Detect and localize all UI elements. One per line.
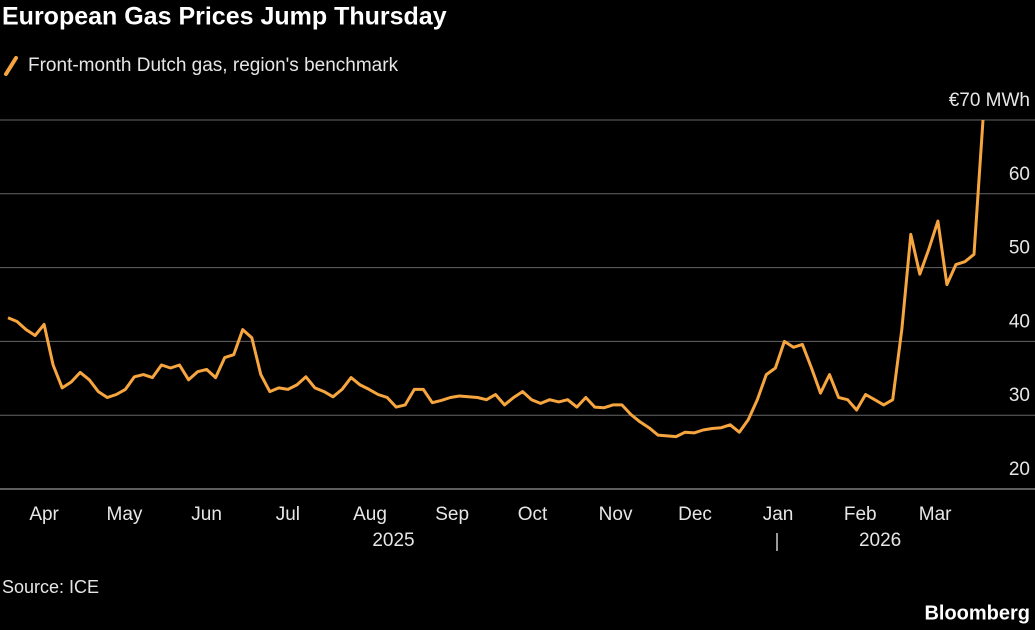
y-tick-label: 30 xyxy=(1009,385,1030,406)
x-tick-label: Jul xyxy=(276,504,300,525)
y-tick-label: 20 xyxy=(1009,459,1030,480)
x-tick-label: Oct xyxy=(518,504,548,525)
x-tick-label: Apr xyxy=(29,504,59,525)
x-tick-label: Nov xyxy=(599,504,633,525)
x-tick-label: Feb xyxy=(844,504,877,525)
year-label: 2026 xyxy=(859,530,901,551)
year-label: 2025 xyxy=(372,530,414,551)
y-tick-label: 40 xyxy=(1009,311,1030,332)
legend-icon xyxy=(4,56,18,76)
x-tick-label: Sep xyxy=(435,504,469,525)
x-tick-label: Jun xyxy=(191,504,222,525)
y-tick-label: €70 MWh xyxy=(949,90,1030,111)
source: Source: ICE xyxy=(2,577,99,597)
x-tick-label: Dec xyxy=(678,504,712,525)
x-tick-label: May xyxy=(107,504,143,525)
x-tick-label: Aug xyxy=(353,504,387,525)
y-tick-label: 60 xyxy=(1009,164,1030,185)
x-tick-label: Jan xyxy=(763,504,794,525)
y-tick-label: 50 xyxy=(1009,238,1030,259)
legend-label: Front-month Dutch gas, region's benchmar… xyxy=(28,55,399,76)
x-tick-label: Mar xyxy=(919,504,952,525)
chart-title: European Gas Prices Jump Thursday xyxy=(2,3,447,31)
line-series xyxy=(7,119,985,439)
brand: Bloomberg xyxy=(924,602,1030,624)
